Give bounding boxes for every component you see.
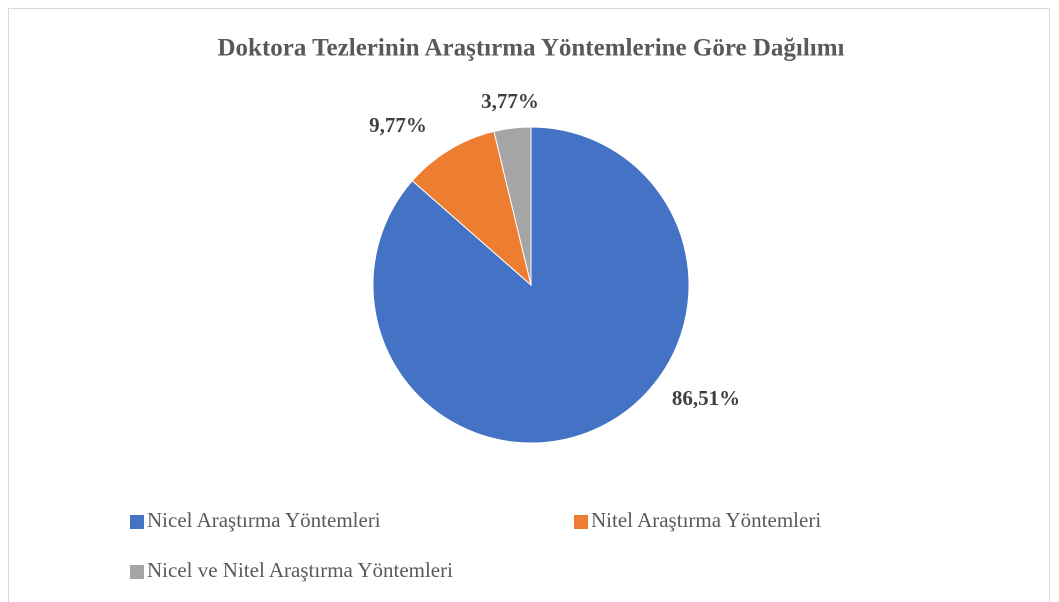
data-label: 9,77% xyxy=(369,113,427,137)
pie-slice xyxy=(493,126,532,286)
legend-swatch xyxy=(130,515,144,529)
legend-swatch xyxy=(130,565,144,579)
chart-title: Doktora Tezlerinin Araştırma Yöntemlerin… xyxy=(218,35,845,62)
pie-slice xyxy=(372,126,690,444)
legend-swatch xyxy=(574,515,588,529)
legend-label: Nicel ve Nitel Araştırma Yöntemleri xyxy=(147,558,453,582)
legend-label: Nicel Araştırma Yöntemleri xyxy=(147,508,381,532)
pie-slice xyxy=(411,130,532,287)
data-label: 3,77% xyxy=(481,89,539,113)
data-label: 86,51% xyxy=(672,386,740,410)
legend-label: Nitel Araştırma Yöntemleri xyxy=(591,508,821,532)
